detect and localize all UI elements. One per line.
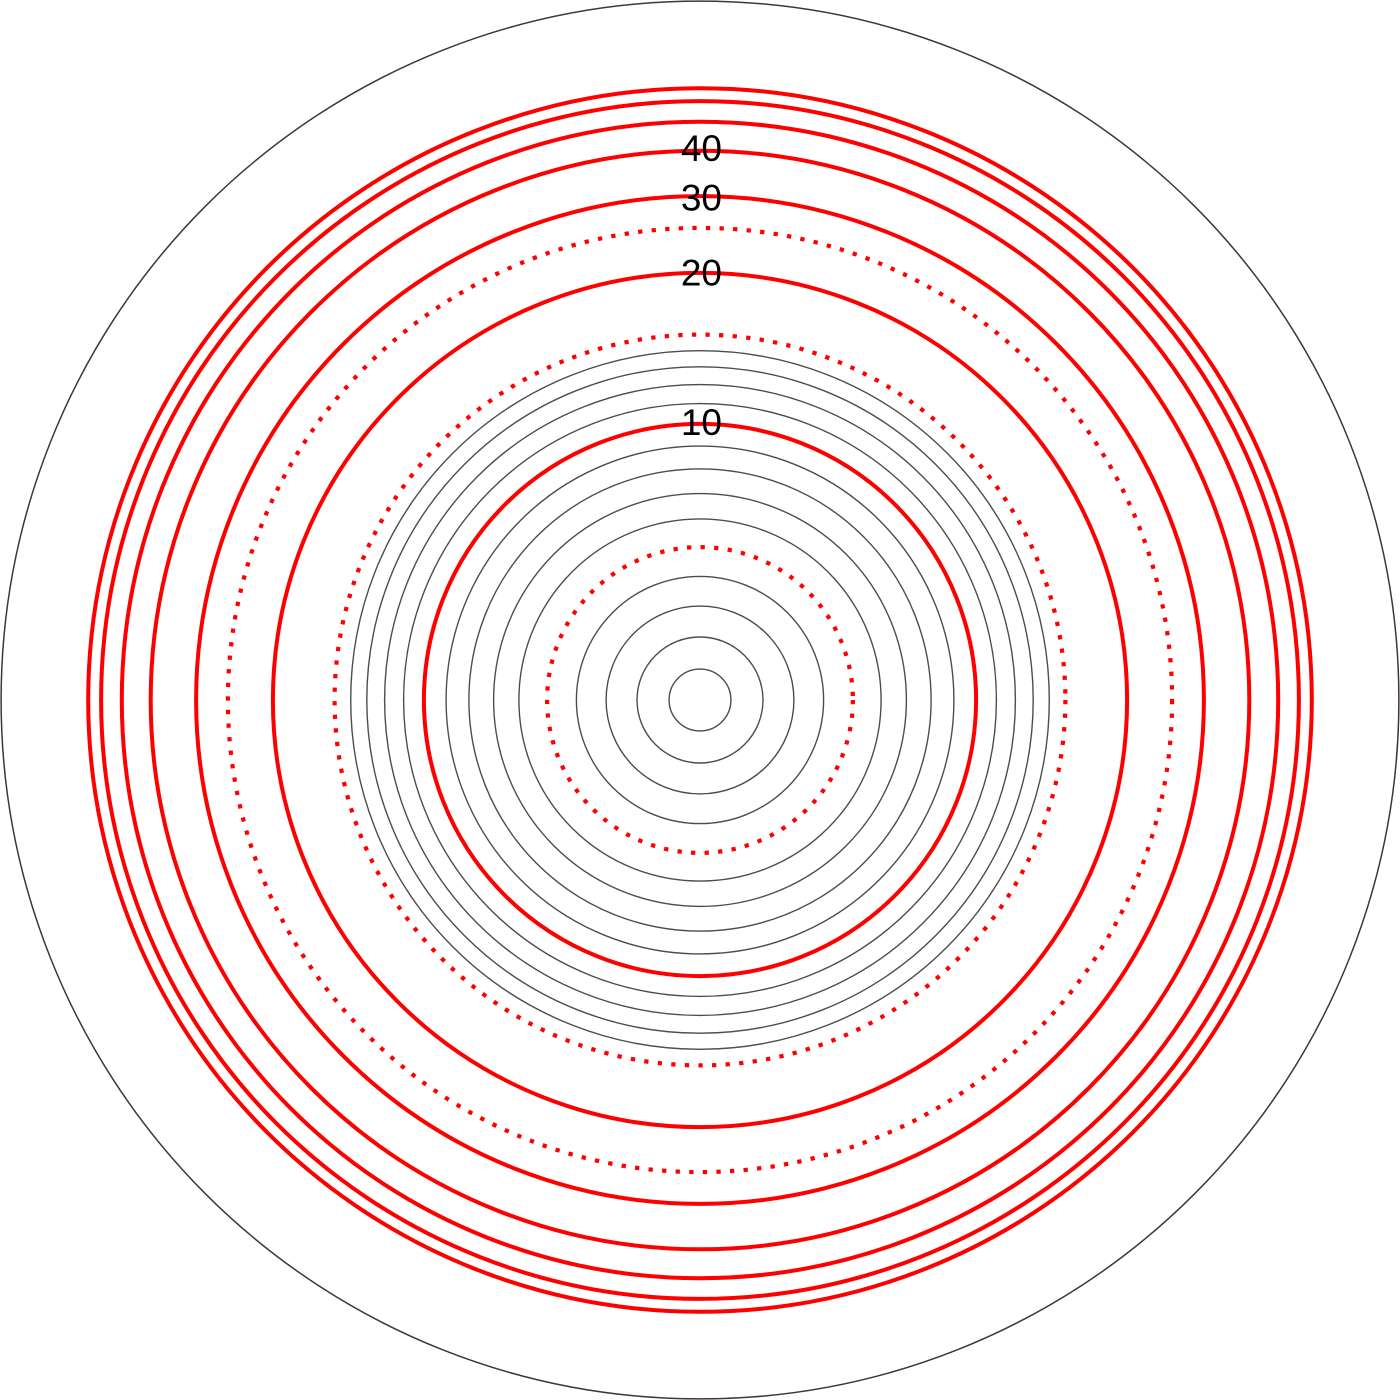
- svg-text:30: 30: [681, 178, 722, 219]
- svg-text:40: 40: [681, 128, 722, 169]
- svg-text:10: 10: [681, 402, 722, 443]
- svg-text:20: 20: [681, 253, 722, 294]
